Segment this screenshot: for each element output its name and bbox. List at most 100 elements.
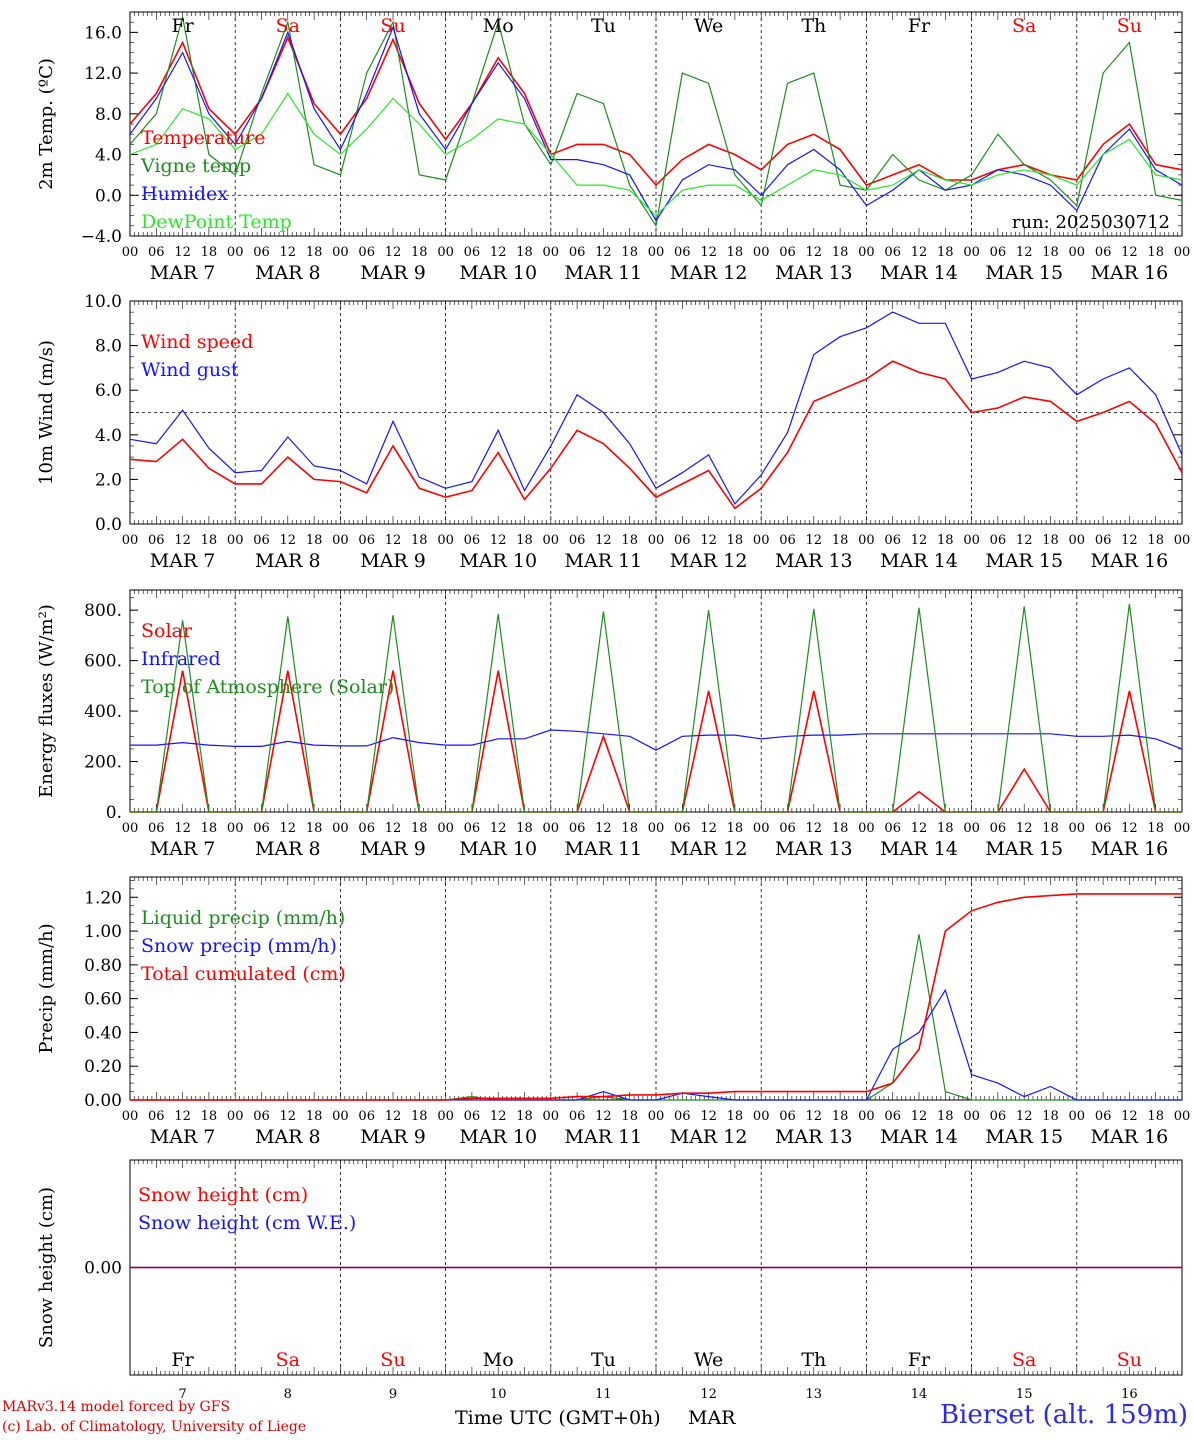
y-axis-label: 10m Wind (m/s) (36, 340, 57, 485)
meteogram: −4.0 0.0 4.0 8.0 12.0 16.0 2m Temp. (ºC) Temper… (36, 11, 1190, 1400)
hour-label: 06 (990, 533, 1007, 548)
day-name-bottom: Tu (591, 1349, 616, 1371)
date-label: MAR 10 (459, 1126, 537, 1148)
y-tick-label: 0. (106, 803, 122, 823)
y-tick-label: 0.00 (84, 1259, 122, 1279)
hour-label: 18 (201, 821, 218, 836)
legend-entry: Liquid precip (mm/h) (141, 907, 345, 929)
panel-3: 0. 200. 400. 600. 800. Energy fluxes (W/m²) So… (36, 589, 1190, 860)
lab-credit: (c) Lab. of Climatology, University of L… (2, 1419, 307, 1435)
legend-entry: Wind speed (141, 331, 253, 353)
hour-label: 06 (779, 1109, 796, 1124)
hour-label: 06 (464, 245, 481, 260)
day-number: 10 (490, 1387, 507, 1400)
hour-label: 18 (1147, 1109, 1164, 1124)
hour-label: 00 (332, 1109, 349, 1124)
day-name: Su (1117, 15, 1142, 37)
hour-label: 18 (937, 1109, 954, 1124)
hour-label: 06 (464, 533, 481, 548)
hour-label: 12 (174, 1109, 191, 1124)
panel-2: 0.0 2.0 4.0 6.0 8.0 10.0 10m Wind (m/s) Wind sp… (36, 292, 1190, 572)
hour-label: 18 (1042, 1109, 1059, 1124)
date-label: MAR 14 (880, 1126, 958, 1148)
hour-label: 06 (569, 1109, 586, 1124)
hour-label: 12 (700, 821, 717, 836)
y-tick-label: 0.0 (95, 515, 122, 535)
hour-label: 12 (280, 245, 297, 260)
hour-label: 06 (674, 821, 691, 836)
hour-label: 18 (937, 533, 954, 548)
hour-label: 00 (437, 821, 454, 836)
legend-entry: Solar (141, 620, 193, 642)
day-number: 16 (1121, 1387, 1138, 1400)
hour-label: 18 (937, 821, 954, 836)
day-name-bottom: Sa (1012, 1349, 1036, 1371)
hour-label: 06 (1095, 821, 1112, 836)
y-axis-label: Precip (mm/h) (36, 923, 57, 1053)
y-tick-label: 4.0 (95, 426, 122, 446)
date-label: MAR 16 (1091, 550, 1169, 572)
date-label: MAR 13 (775, 838, 853, 860)
y-axis-label: 2m Temp. (ºC) (36, 58, 57, 190)
hour-label: 12 (1016, 245, 1033, 260)
hour-label: 00 (543, 1109, 560, 1124)
hour-label: 06 (253, 821, 270, 836)
hour-label: 06 (990, 1109, 1007, 1124)
hour-label: 00 (858, 533, 875, 548)
date-label: MAR 7 (150, 838, 216, 860)
day-name-bottom: Fr (171, 1349, 194, 1371)
hour-label: 06 (884, 245, 901, 260)
date-label: MAR 16 (1091, 838, 1169, 860)
hour-label: 12 (700, 1109, 717, 1124)
day-name: Tu (591, 15, 616, 37)
hour-label: 06 (779, 533, 796, 548)
hour-label: 06 (779, 821, 796, 836)
hour-label: 12 (1121, 1109, 1138, 1124)
hour-label: 06 (1095, 533, 1112, 548)
day-number: 12 (700, 1387, 717, 1400)
hour-label: 18 (832, 821, 849, 836)
date-label: MAR 7 (150, 262, 216, 284)
y-tick-label: 800. (84, 601, 122, 621)
hour-label: 00 (227, 821, 244, 836)
day-name: Mo (483, 15, 514, 37)
date-label: MAR 8 (255, 1126, 321, 1148)
hour-label: 12 (806, 533, 823, 548)
hour-label: 06 (674, 533, 691, 548)
date-label: MAR 9 (360, 550, 426, 572)
hour-label: 18 (621, 533, 638, 548)
date-label: MAR 15 (985, 1126, 1063, 1148)
hour-label: 12 (1016, 821, 1033, 836)
hour-label: 00 (1069, 1109, 1086, 1124)
hour-label: 06 (674, 1109, 691, 1124)
hour-label: 18 (832, 533, 849, 548)
hour-label: 12 (385, 533, 402, 548)
date-label: MAR 10 (459, 550, 537, 572)
date-label: MAR 9 (360, 262, 426, 284)
y-tick-label: 0.60 (84, 990, 122, 1010)
hour-label: 12 (174, 533, 191, 548)
hour-label: 00 (332, 821, 349, 836)
hour-label: 00 (543, 245, 560, 260)
hour-label: 00 (753, 821, 770, 836)
hour-label: 00 (648, 821, 665, 836)
hour-label: 18 (201, 533, 218, 548)
hour-label: 06 (148, 245, 165, 260)
hour-label: 18 (1042, 533, 1059, 548)
date-label: MAR 15 (985, 262, 1063, 284)
hour-label: 18 (727, 533, 744, 548)
hour-label: 18 (1147, 821, 1164, 836)
hour-label: 06 (990, 245, 1007, 260)
hour-label: 12 (1121, 533, 1138, 548)
date-label: MAR 11 (565, 550, 643, 572)
series-line-dewpoint-temp (129, 92, 1183, 217)
series-line-wind-speed (129, 360, 1183, 510)
day-name: Sa (1012, 15, 1036, 37)
date-label: MAR 16 (1091, 262, 1169, 284)
hour-label: 12 (280, 1109, 297, 1124)
date-label: MAR 13 (775, 550, 853, 572)
hour-label: 12 (490, 245, 507, 260)
day-name-bottom: Mo (483, 1349, 514, 1371)
hour-label: 00 (122, 821, 139, 836)
hour-label: 00 (963, 245, 980, 260)
